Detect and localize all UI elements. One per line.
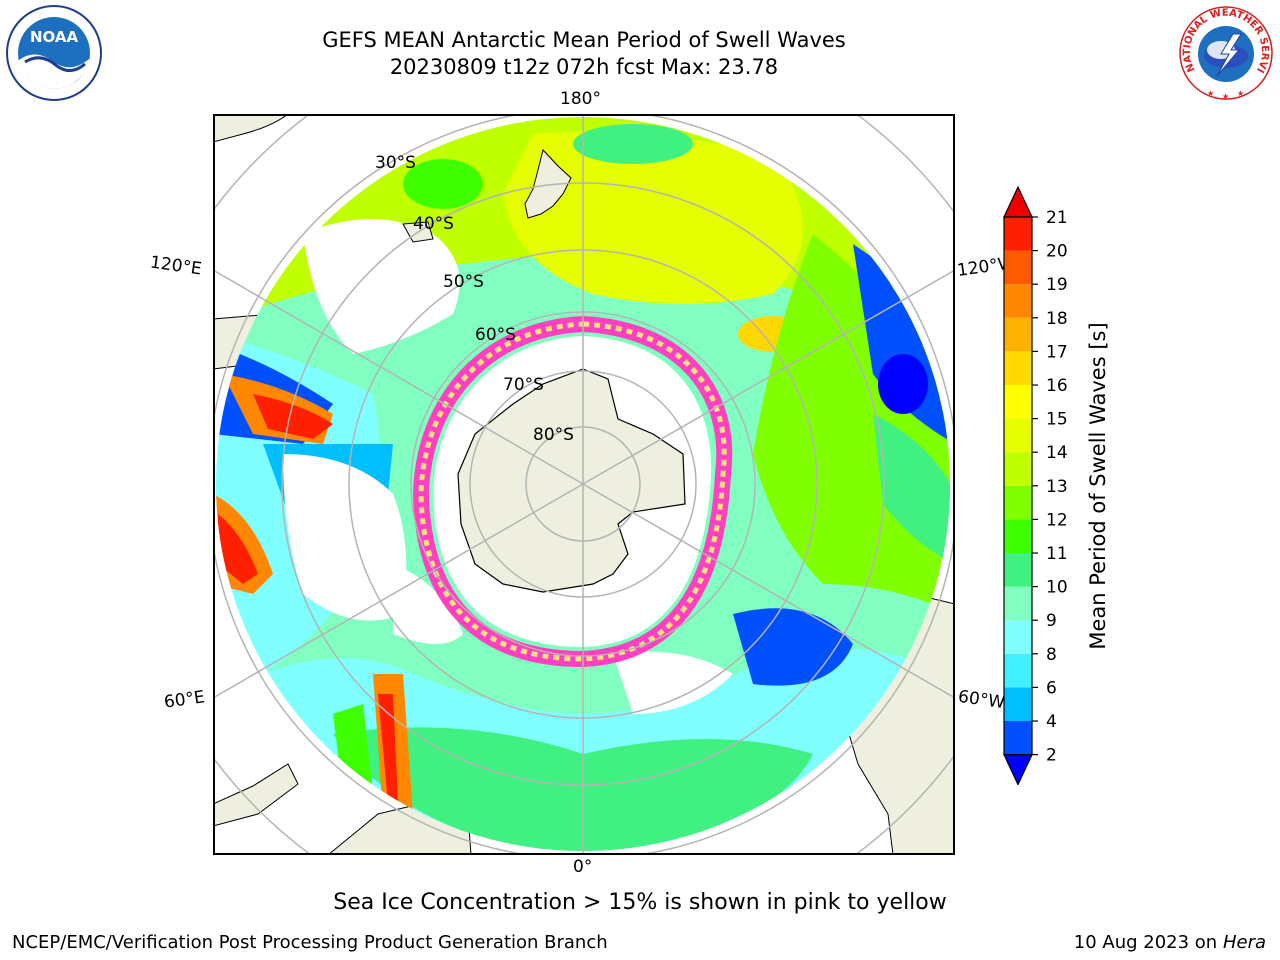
colorbar-tick-label: 9 (1046, 611, 1057, 631)
colorbar-segment (1004, 586, 1032, 621)
chart-title: GEFS MEAN Antarctic Mean Period of Swell… (322, 28, 846, 52)
svg-text:★: ★ (1207, 89, 1214, 98)
lon-label-60e: 60°E (162, 687, 207, 713)
colorbar-tick-label: 4 (1046, 712, 1057, 732)
sea-ice-note: Sea Ice Concentration > 15% is shown in … (333, 890, 947, 915)
colorbar-label: Mean Period of Swell Waves [s] (1086, 322, 1110, 650)
colorbar-tick-label: 19 (1046, 275, 1068, 295)
colorbar-segment (1004, 620, 1032, 654)
colorbar-tick-label: 17 (1046, 342, 1068, 362)
lon-label-120e: 120°E (148, 252, 203, 280)
footer-date: 10 Aug 2023 on Hera (1074, 932, 1266, 953)
colorbar-tick-label: 16 (1046, 376, 1068, 396)
lat-label-30s: 30°S (375, 153, 416, 173)
colorbar-segment (1004, 721, 1032, 755)
colorbar-tick-label: 18 (1046, 309, 1068, 329)
colorbar-tick-label: 8 (1046, 645, 1057, 665)
chart-subtitle: 20230809 t12z 072h fcst Max: 23.78 (389, 55, 779, 79)
colorbar-over-extension (1003, 185, 1033, 218)
colorbar-segment (1004, 452, 1032, 486)
colorbar-segment (1004, 217, 1032, 251)
antarctica-land (457, 368, 686, 593)
colorbar-segment (1004, 250, 1032, 285)
colorbar-segment (1004, 485, 1032, 520)
polar-map: 30°S 40°S 50°S 60°S 70°S 80°S (213, 114, 955, 855)
colorbar-tick-label: 12 (1046, 510, 1068, 530)
lon-label-180: 180° (560, 89, 601, 109)
footer-date-text: 10 Aug 2023 on (1073, 932, 1218, 953)
colorbar: 2 4 6 8 9 10 11 12 13 14 15 16 17 18 19 20 21 (1003, 185, 1068, 785)
lat-label-60s: 60°S (475, 325, 516, 345)
lat-label-40s: 40°S (413, 214, 454, 234)
colorbar-segment (1004, 317, 1032, 352)
svg-text:★: ★ (1222, 92, 1229, 101)
footer-host: Hera (1222, 932, 1266, 953)
map-frame (213, 114, 955, 855)
colorbar-segment (1004, 385, 1032, 419)
colorbar-tick-label: 6 (1046, 678, 1057, 698)
noaa-logo: NOAA (6, 5, 102, 101)
colorbar-segment (1004, 418, 1032, 453)
svg-text:★: ★ (1237, 89, 1244, 98)
colorbar-tick-label: 10 (1046, 578, 1068, 598)
colorbar-tick-label: 11 (1046, 544, 1068, 564)
colorbar-tick-label: 14 (1046, 443, 1068, 463)
lat-label-70s: 70°S (503, 375, 544, 395)
colorbar-tick-label: 21 (1046, 208, 1068, 228)
new-zealand-land (524, 148, 572, 219)
lon-label-0: 0° (573, 857, 593, 877)
colorbar-tick-label: 13 (1046, 477, 1068, 497)
colorbar-segment (1004, 351, 1032, 385)
colorbar-segment (1004, 687, 1032, 721)
lat-label-80s: 80°S (533, 425, 574, 445)
lat-label-50s: 50°S (443, 272, 484, 292)
gridlines (213, 114, 955, 855)
colorbar-segment (1004, 284, 1032, 318)
colorbar-under-extension (1003, 753, 1033, 785)
noaa-logo-text: NOAA (30, 28, 79, 46)
colorbar-tick-label: 15 (1046, 410, 1068, 430)
colorbar-segment (1004, 653, 1032, 688)
nws-logo: NATIONAL WEATHER SERVICE ★★★ (1177, 4, 1273, 101)
footer-credit: NCEP/EMC/Verification Post Processing Pr… (12, 932, 608, 953)
colorbar-segment (1004, 553, 1032, 587)
lon-label-60w: 60°W (956, 686, 1007, 714)
colorbar-tick-label: 20 (1046, 242, 1068, 262)
colorbar-tick-label: 2 (1046, 746, 1057, 766)
colorbar-segment (1004, 519, 1032, 553)
